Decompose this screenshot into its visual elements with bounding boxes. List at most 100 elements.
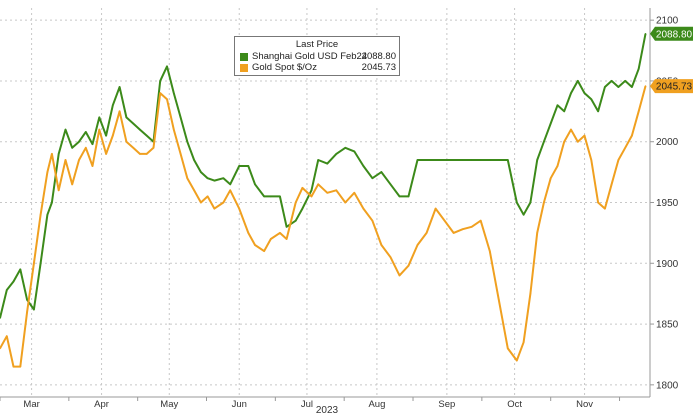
series-1-point	[254, 244, 256, 246]
series-0-point	[516, 201, 518, 204]
x-tick-label: Oct	[507, 399, 522, 410]
series-0-point	[118, 86, 121, 88]
series-0-point	[461, 159, 464, 161]
series-0-point	[425, 159, 428, 161]
series-1-point	[529, 292, 532, 295]
series-1-point	[125, 140, 128, 143]
series-0-point	[597, 110, 599, 113]
series-1-point	[213, 207, 216, 210]
series-0-point	[543, 140, 545, 143]
series-0-point	[590, 98, 593, 100]
series-1-point	[0, 347, 1, 350]
series-0-point	[443, 159, 446, 161]
series-0-point	[179, 116, 182, 119]
series-0-point	[407, 195, 410, 198]
series-1-point	[46, 171, 49, 173]
series-1-point	[91, 165, 94, 167]
series-0-point	[132, 122, 134, 125]
series-0-point	[549, 122, 552, 125]
series-1-point	[229, 189, 231, 192]
series-0-point	[57, 153, 60, 155]
series-0-point	[326, 162, 329, 165]
series-0-point	[51, 201, 53, 204]
series-0-point	[583, 92, 586, 94]
x-axis-title: 2023	[316, 405, 339, 416]
series-1-point	[637, 110, 640, 113]
y-tick-label: 2100	[656, 16, 679, 27]
series-0-point	[637, 68, 640, 70]
series-0-point	[279, 195, 281, 198]
series-1-point	[507, 347, 509, 350]
series-1-point	[583, 134, 586, 137]
series-1-point	[398, 274, 401, 277]
series-1-point	[498, 299, 500, 301]
series-1-point	[294, 201, 297, 204]
series-1-point	[166, 98, 168, 100]
series-1-point	[389, 256, 392, 259]
series-1-point	[118, 110, 121, 113]
series-0-point	[570, 92, 572, 94]
series-0-point	[64, 128, 67, 131]
series-1-point	[186, 177, 189, 179]
last-value-tag-label: 2045.73	[656, 82, 693, 93]
series-1-point	[563, 140, 565, 143]
series-0-point	[529, 201, 532, 204]
series-0-point	[193, 159, 195, 161]
series-1-point	[12, 365, 15, 368]
series-1-point	[416, 244, 419, 246]
x-tick-label: Sep	[438, 399, 455, 410]
series-0-point	[631, 86, 633, 88]
series-1-point	[78, 159, 80, 161]
series-0-point	[416, 159, 419, 161]
series-0-point	[206, 177, 209, 179]
chart-grid	[0, 19, 650, 386]
series-1-point	[285, 238, 288, 240]
series-0-point	[398, 195, 401, 198]
series-1-point	[57, 189, 60, 192]
series-0-point	[310, 189, 313, 192]
series-0-point	[285, 226, 288, 228]
series-1-point	[570, 128, 572, 131]
x-tick-label: Nov	[576, 399, 593, 410]
last-value-tag-0: 2088.80	[650, 26, 693, 41]
series-0-point	[247, 165, 250, 167]
series-0-point	[624, 80, 626, 82]
series-1-point	[597, 201, 599, 204]
series-1-point	[335, 189, 338, 192]
series-1-point	[452, 232, 455, 234]
series-1-point	[317, 183, 320, 186]
series-0-point	[0, 317, 1, 319]
series-0-point	[125, 116, 128, 119]
series-0-point	[105, 134, 107, 137]
series-0-point	[112, 104, 114, 107]
series-0-point	[522, 213, 525, 216]
series-1-point	[98, 128, 101, 131]
series-0-point	[610, 80, 613, 82]
series-1-point	[326, 192, 329, 194]
series-1-point	[6, 335, 8, 338]
series-1-point	[26, 311, 28, 313]
series-layer	[0, 33, 647, 368]
last-value-tag-1: 2045.73	[650, 79, 693, 94]
x-tick-label: Aug	[368, 399, 385, 410]
series-1-point	[344, 201, 347, 204]
series-0-point	[556, 104, 559, 107]
last-value-tags: 2088.80 2045.73	[650, 26, 693, 94]
legend-swatch-shanghai-gold	[240, 53, 248, 61]
series-0-point	[85, 131, 87, 133]
series-1-point	[105, 153, 107, 155]
y-tick-label: 1800	[656, 380, 679, 391]
series-1-point	[425, 232, 428, 234]
series-1-point	[301, 187, 304, 189]
series-0-point	[317, 159, 320, 161]
x-tick-label: Jun	[232, 399, 247, 410]
legend-label-gold-spot: Gold Spot $/Oz	[252, 62, 317, 73]
series-1-point	[139, 153, 141, 155]
series-0-point	[200, 171, 202, 173]
series-1-point	[624, 147, 626, 149]
series-1-point	[279, 232, 281, 234]
y-tick-label: 1850	[656, 320, 679, 331]
series-1-point	[362, 207, 365, 210]
series-1-point	[222, 201, 225, 204]
